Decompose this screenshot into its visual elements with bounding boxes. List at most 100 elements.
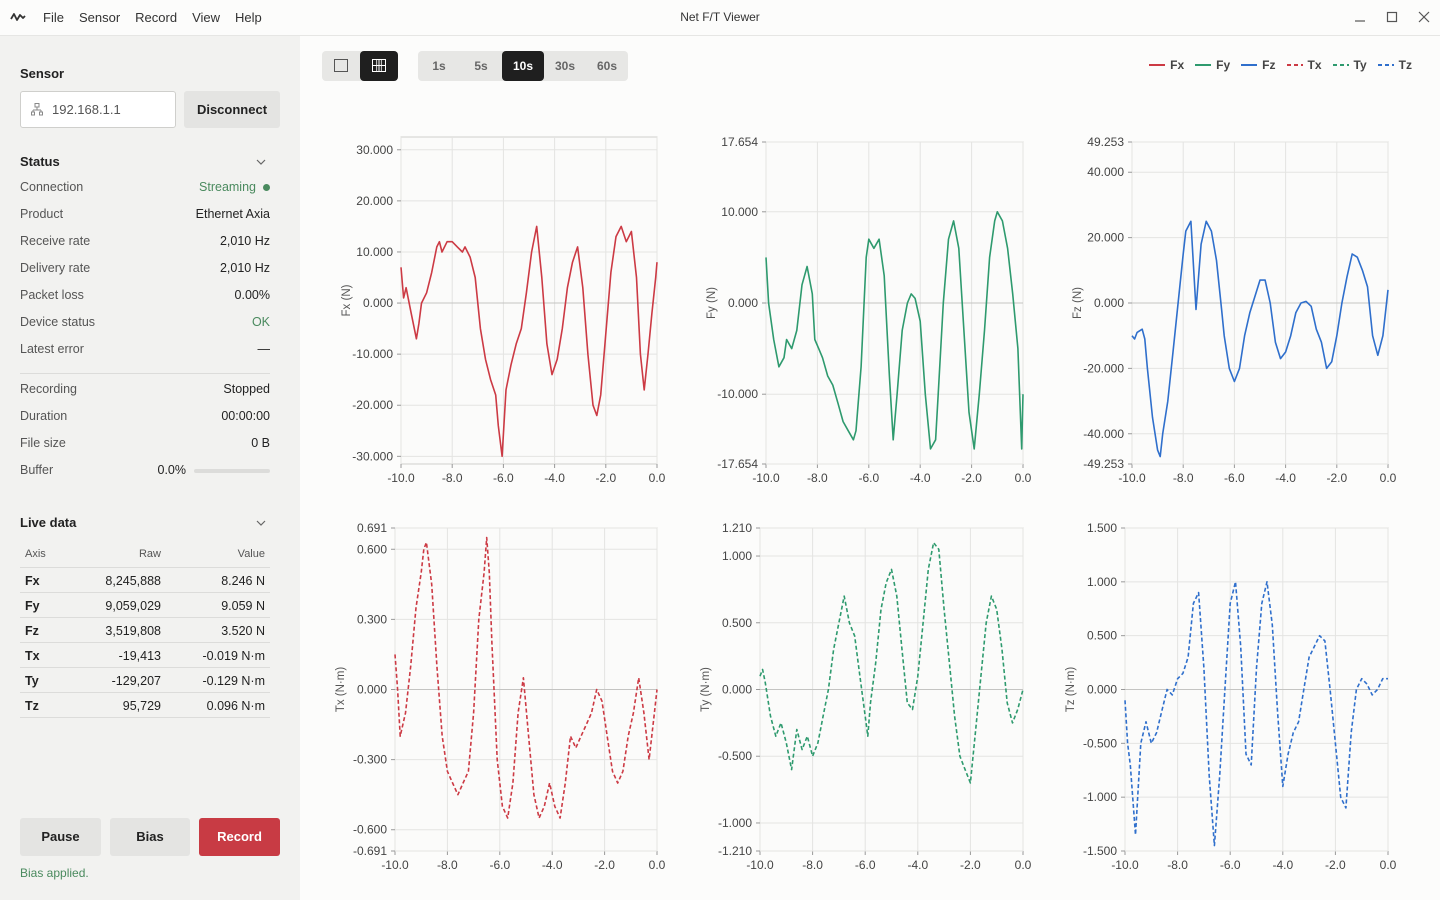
x-tick-label: -2.0 [595, 471, 616, 485]
x-tick-label: -8.0 [1167, 858, 1188, 872]
legend-item-fy: Fy [1195, 58, 1230, 72]
chart-tx: -10.0 -8.0 -6.0 -4.0 -2.0 0.0 0.691 0.600 0.300 0… [335, 521, 666, 872]
x-tick-label: 0.0 [1380, 858, 1397, 872]
ip-address-value: 192.168.1.1 [52, 102, 121, 117]
x-tick-label: 0.0 [1015, 858, 1032, 872]
status-row-receive-rate: Receive rate 2,010 Hz [20, 234, 270, 250]
legend-label: Tx [1307, 58, 1322, 72]
x-tick-label: -8.0 [807, 471, 828, 485]
legend-item-ty: Ty [1332, 58, 1367, 72]
y-tick-label: -1.210 [718, 844, 752, 858]
chevron-down-icon[interactable] [256, 520, 266, 526]
title-bar: File Sensor Record View Help Net F/T Vie… [0, 0, 1440, 36]
y-tick-label: -1.000 [1083, 790, 1117, 804]
y-tick-label: 49.253 [1087, 135, 1124, 149]
streaming-indicator-dot [263, 184, 270, 191]
legend-swatch-tx [1286, 64, 1303, 66]
y-tick-label: -1.000 [718, 816, 752, 830]
grid-layout-button[interactable] [360, 51, 398, 81]
y-tick-label: 0.600 [357, 542, 387, 556]
legend-swatch-fz [1241, 64, 1258, 66]
x-tick-label: -8.0 [442, 471, 463, 485]
disconnect-button[interactable]: Disconnect [184, 91, 280, 128]
series-line-fz [1131, 220, 1389, 458]
x-tick-label: -10.0 [1111, 858, 1139, 872]
window-1s-button[interactable]: 1s [432, 59, 446, 73]
window-5s-button[interactable]: 5s [474, 59, 488, 73]
status-row-device-status: Device status OK [20, 315, 270, 331]
chevron-down-icon[interactable] [256, 159, 266, 165]
legend-item-fx: Fx [1149, 58, 1184, 72]
divider [20, 373, 270, 374]
plot-frame [394, 527, 658, 852]
series-line-tx [394, 536, 658, 819]
x-tick-label: 0.0 [1015, 471, 1032, 485]
y-tick-label: 40.000 [1087, 165, 1124, 179]
y-tick-label: -0.300 [353, 753, 387, 767]
plot-frame [765, 141, 1024, 465]
layout-toggle [322, 51, 398, 81]
x-tick-label: -4.0 [544, 471, 565, 485]
y-tick-label: -49.253 [1083, 457, 1124, 471]
sensor-section-title: Sensor [20, 66, 65, 81]
value-cell: -0.019 N·m [202, 649, 265, 663]
y-tick-label: 1.210 [722, 521, 752, 535]
menu-help[interactable]: Help [235, 10, 262, 25]
buffer-value: 0.0% [157, 463, 187, 477]
status-row-latest-error: Latest error — [20, 342, 270, 358]
recording-row-file-size: File size 0 B [20, 436, 270, 452]
bias-button[interactable]: Bias [110, 818, 190, 856]
record-button[interactable]: Record [199, 818, 280, 856]
value-cell: 8.246 N [221, 574, 265, 588]
x-tick-label: -8.0 [437, 858, 458, 872]
y-tick-label: 20.000 [356, 194, 393, 208]
axis-cell: Fz [25, 624, 39, 638]
plot-frame [1131, 141, 1389, 465]
legend-item-tz: Tz [1377, 58, 1412, 72]
window-60s-button[interactable]: 60s [596, 59, 618, 73]
close-icon[interactable] [1416, 9, 1432, 25]
maximize-icon[interactable] [1384, 9, 1400, 25]
plot-frame [400, 136, 658, 465]
y-tick-label: 0.000 [1094, 296, 1124, 310]
status-label: Product [20, 207, 64, 221]
menu-view[interactable]: View [192, 10, 221, 25]
window-30s-button[interactable]: 30s [554, 59, 576, 73]
x-tick-label: -10.0 [746, 858, 774, 872]
status-row-packet-loss: Packet loss 0.00% [20, 288, 270, 304]
status-label: Receive rate [20, 234, 91, 248]
single-layout-button[interactable] [322, 51, 360, 81]
status-row-delivery-rate: Delivery rate 2,010 Hz [20, 261, 270, 277]
legend-label: Fy [1216, 58, 1231, 72]
y-axis-label: Tz (N·m) [1065, 667, 1077, 713]
x-tick-label: 0.0 [1380, 471, 1397, 485]
minimize-icon[interactable] [1352, 9, 1368, 25]
single-plot-icon [334, 59, 348, 72]
x-tick-label: -6.0 [493, 471, 514, 485]
y-tick-label: 0.500 [1087, 629, 1117, 643]
y-axis-label: Fx (N) [341, 284, 353, 316]
network-icon [31, 103, 43, 116]
y-tick-label: -20.000 [1083, 361, 1124, 375]
y-tick-label: 0.000 [1087, 683, 1117, 697]
x-tick-label: -4.0 [910, 471, 931, 485]
ip-address-input[interactable]: 192.168.1.1 [20, 91, 176, 128]
legend-label: Ty [1353, 58, 1367, 72]
waveform-icon [10, 13, 26, 21]
y-tick-label: -17.654 [717, 457, 758, 471]
value-cell: 9.059 N [221, 599, 265, 613]
recording-value: 0 B [251, 436, 270, 450]
menu-record[interactable]: Record [135, 10, 178, 25]
window-10s-button[interactable]: 10s [502, 51, 544, 81]
x-tick-label: -2.0 [1325, 858, 1346, 872]
pause-button[interactable]: Pause [20, 818, 101, 856]
y-tick-label: -20.000 [352, 398, 393, 412]
menu-file[interactable]: File [43, 10, 64, 25]
legend-label: Fz [1262, 58, 1276, 72]
y-axis-label: Fz (N) [1072, 287, 1084, 319]
menu-sensor[interactable]: Sensor [78, 10, 121, 25]
y-tick-label: 0.000 [357, 683, 387, 697]
y-tick-label: -0.691 [353, 844, 387, 858]
y-tick-label: 17.654 [721, 135, 758, 149]
status-message: Bias applied. [20, 866, 89, 880]
